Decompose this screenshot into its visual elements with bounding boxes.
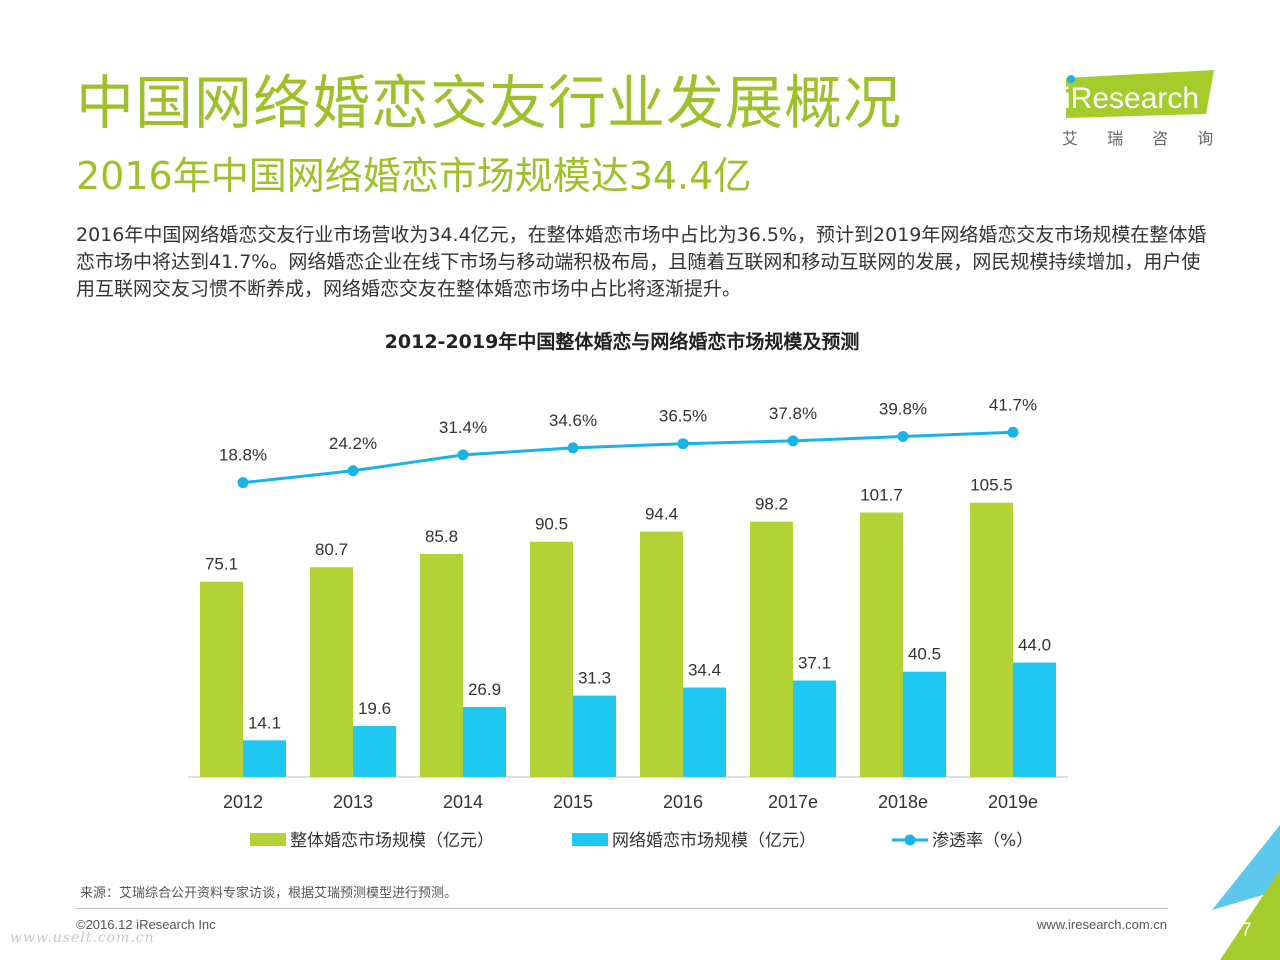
logo-banner (1066, 70, 1214, 118)
logo-wordmark: iResearch (1064, 82, 1199, 115)
penetration-rate-point (1007, 426, 1019, 438)
total-market-value-label: 94.4 (645, 505, 678, 524)
total-market-bar (530, 541, 573, 777)
online-market-bar (903, 671, 946, 777)
online-market-value-label: 34.4 (688, 661, 721, 680)
online-market-value-label: 31.3 (578, 669, 611, 688)
x-tick-label: 2012 (223, 792, 263, 812)
total-market-value-label: 80.7 (315, 540, 348, 559)
corner-decoration (1212, 825, 1280, 960)
penetration-rate-line (242, 430, 1014, 485)
penetration-rate-label: 24.2% (329, 434, 377, 453)
footer-divider (76, 908, 1168, 909)
corner-decoration-blue (1212, 825, 1280, 910)
total-market-bar (750, 521, 793, 777)
x-tick-label: 2013 (333, 792, 373, 812)
x-tick-label: 2017e (768, 792, 818, 812)
legend-marker-penetration (904, 834, 916, 846)
penetration-rate-label: 37.8% (769, 404, 817, 423)
penetration-rate-point (237, 477, 249, 489)
online-market-value-label: 40.5 (908, 645, 941, 664)
logo-dot (1067, 75, 1075, 83)
online-market-value-label: 44.0 (1018, 636, 1051, 655)
source-note: 来源：艾瑞综合公开资料专家访谈，根据艾瑞预测模型进行预测。 (80, 886, 458, 901)
page-title: 中国网络婚恋交友行业发展概况 (76, 69, 903, 137)
online-market-value-label: 37.1 (798, 654, 831, 673)
copyright-text: ©2016.12 iResearch Inc (76, 917, 216, 932)
logo-chinese: 艾 瑞 咨 询 (1062, 129, 1225, 148)
total-market-bar (640, 531, 683, 777)
total-market-bar (200, 581, 243, 777)
online-market-value-label: 14.1 (248, 713, 281, 732)
corner-decoration-green (1220, 870, 1280, 960)
total-market-value-label: 75.1 (205, 555, 238, 574)
page-number: 7 (1241, 920, 1252, 941)
total-market-bar (310, 567, 353, 777)
intro-paragraph: 2016年中国网络婚恋交友行业市场营收为34.4亿元，在整体婚恋市场中占比为36… (76, 224, 1207, 300)
penetration-rate-label: 31.4% (439, 418, 487, 437)
online-market-value-label: 19.6 (358, 699, 391, 718)
legend-label-penetration: 渗透率（%） (932, 831, 1033, 851)
online-market-bar (353, 726, 396, 777)
total-market-value-label: 105.5 (970, 476, 1013, 495)
penetration-rate-point (567, 442, 579, 454)
total-market-bar (860, 512, 903, 777)
legend-label-total: 整体婚恋市场规模（亿元） (290, 830, 494, 851)
online-market-bar (243, 740, 286, 777)
x-tick-label: 2015 (553, 792, 593, 812)
online-market-bar (683, 687, 726, 777)
chart-title: 2012-2019年中国整体婚恋与网络婚恋市场规模及预测 (384, 331, 860, 353)
page-subtitle: 2016年中国网络婚恋市场规模达34.4亿 (76, 154, 752, 198)
online-market-bar (1013, 662, 1056, 777)
penetration-rate-point (897, 430, 909, 442)
x-tick-label: 2018e (878, 792, 928, 812)
x-tick-label: 2014 (443, 792, 483, 812)
total-market-value-label: 85.8 (425, 527, 458, 546)
penetration-rate-label: 41.7% (989, 395, 1037, 414)
penetration-rate-label: 34.6% (549, 411, 597, 430)
online-market-bar (463, 707, 506, 777)
penetration-rate-point (457, 449, 469, 461)
penetration-rate-label: 36.5% (659, 407, 707, 426)
legend-swatch-online (572, 833, 608, 846)
total-market-value-label: 90.5 (535, 515, 568, 534)
website-link[interactable]: www.iresearch.com.cn (1036, 917, 1167, 932)
legend-swatch-total (250, 833, 286, 846)
x-tick-label: 2016 (663, 792, 703, 812)
watermark: www.uselt.com.cn (10, 930, 155, 946)
penetration-rate-point (677, 438, 689, 450)
penetration-rate-label: 18.8% (219, 446, 267, 465)
penetration-rate-point (347, 465, 359, 477)
total-market-value-label: 101.7 (860, 486, 903, 505)
x-tick-label: 2019e (988, 792, 1038, 812)
penetration-rate-point (787, 435, 799, 447)
total-market-value-label: 98.2 (755, 495, 788, 514)
online-market-bar (793, 680, 836, 777)
legend-label-online: 网络婚恋市场规模（亿元） (612, 830, 816, 851)
total-market-bar (420, 553, 463, 777)
total-market-bar (970, 502, 1013, 777)
penetration-rate-label: 39.8% (879, 399, 927, 418)
online-market-bar (573, 695, 616, 777)
iresearch-logo: iResearch 艾 瑞 咨 询 (1062, 70, 1225, 148)
online-market-value-label: 26.9 (468, 680, 501, 699)
